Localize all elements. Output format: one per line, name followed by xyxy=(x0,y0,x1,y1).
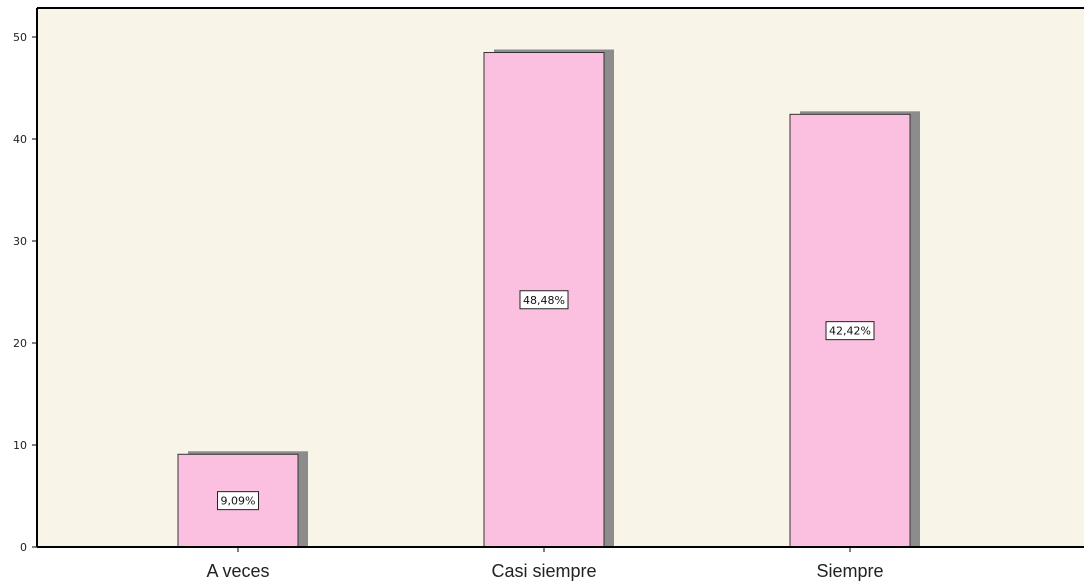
bars: 9,09% 48,48% 42,42% xyxy=(177,49,920,548)
data-label: 48,48% xyxy=(523,294,565,307)
data-label-box xyxy=(519,290,569,310)
data-label-box xyxy=(825,321,875,341)
data-label: 42,42% xyxy=(829,325,871,338)
x-category-label: Casi siempre xyxy=(491,561,596,581)
data-label: 9,09% xyxy=(221,495,256,508)
x-category-label: A veces xyxy=(206,561,269,581)
y-tick-label: 10 xyxy=(13,439,27,452)
y-tick-label: 0 xyxy=(20,541,27,554)
data-label-box xyxy=(217,491,259,511)
y-tick-label: 50 xyxy=(13,31,27,44)
y-axis-ticks: 0 10 20 30 40 50 xyxy=(13,31,37,554)
y-tick-label: 30 xyxy=(13,235,27,248)
y-tick-label: 20 xyxy=(13,337,27,350)
x-axis-labels: A veces Casi siempre Siempre xyxy=(206,547,884,581)
x-category-label: Siempre xyxy=(816,561,883,581)
y-tick-label: 40 xyxy=(13,133,27,146)
